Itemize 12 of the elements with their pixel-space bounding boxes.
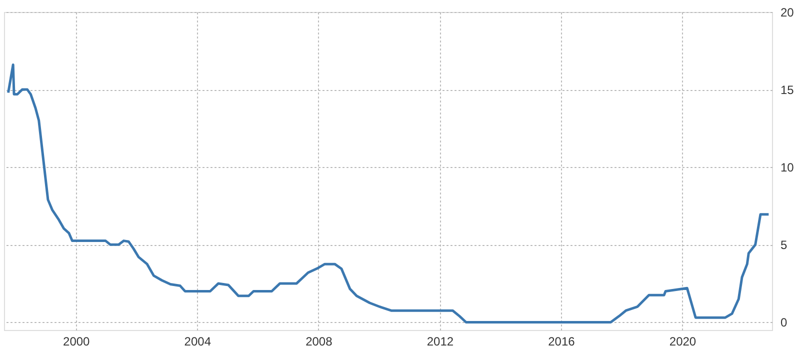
x-tick-label: 2008 bbox=[306, 334, 333, 348]
y-tick-label: 5 bbox=[780, 238, 788, 252]
x-tick-label: 2000 bbox=[63, 334, 90, 348]
x-tick-label: 2012 bbox=[426, 334, 454, 348]
line-series bbox=[6, 63, 770, 324]
x-tick-label: 2016 bbox=[548, 334, 576, 348]
x-tick-label: 2004 bbox=[184, 334, 212, 348]
y-tick-label: 0 bbox=[780, 316, 788, 330]
x-tick-label: 2020 bbox=[669, 334, 696, 348]
y-tick-label: 15 bbox=[780, 83, 794, 98]
y-tick-label: 20 bbox=[780, 6, 794, 20]
y-tick-label: 10 bbox=[780, 160, 794, 175]
